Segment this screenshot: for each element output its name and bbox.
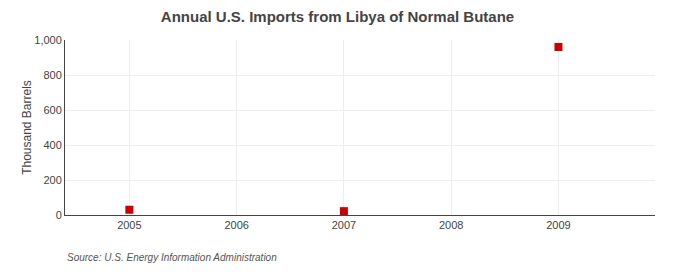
svg-text:Annual U.S. Imports from Libya: Annual U.S. Imports from Libya of Normal… (161, 8, 514, 25)
svg-text:2005: 2005 (117, 219, 141, 231)
svg-text:1,000: 1,000 (34, 34, 62, 46)
svg-text:800: 800 (43, 69, 61, 81)
svg-text:2007: 2007 (332, 219, 356, 231)
svg-text:600: 600 (43, 104, 61, 116)
svg-text:2006: 2006 (224, 219, 248, 231)
svg-text:200: 200 (43, 174, 61, 186)
svg-text:400: 400 (43, 139, 61, 151)
svg-text:Thousand Barrels: Thousand Barrels (20, 80, 34, 175)
svg-text:2009: 2009 (546, 219, 570, 231)
svg-text:Source: U.S. Energy Informatio: Source: U.S. Energy Information Administ… (67, 252, 277, 263)
svg-text:2008: 2008 (439, 219, 463, 231)
svg-text:0: 0 (56, 209, 62, 221)
